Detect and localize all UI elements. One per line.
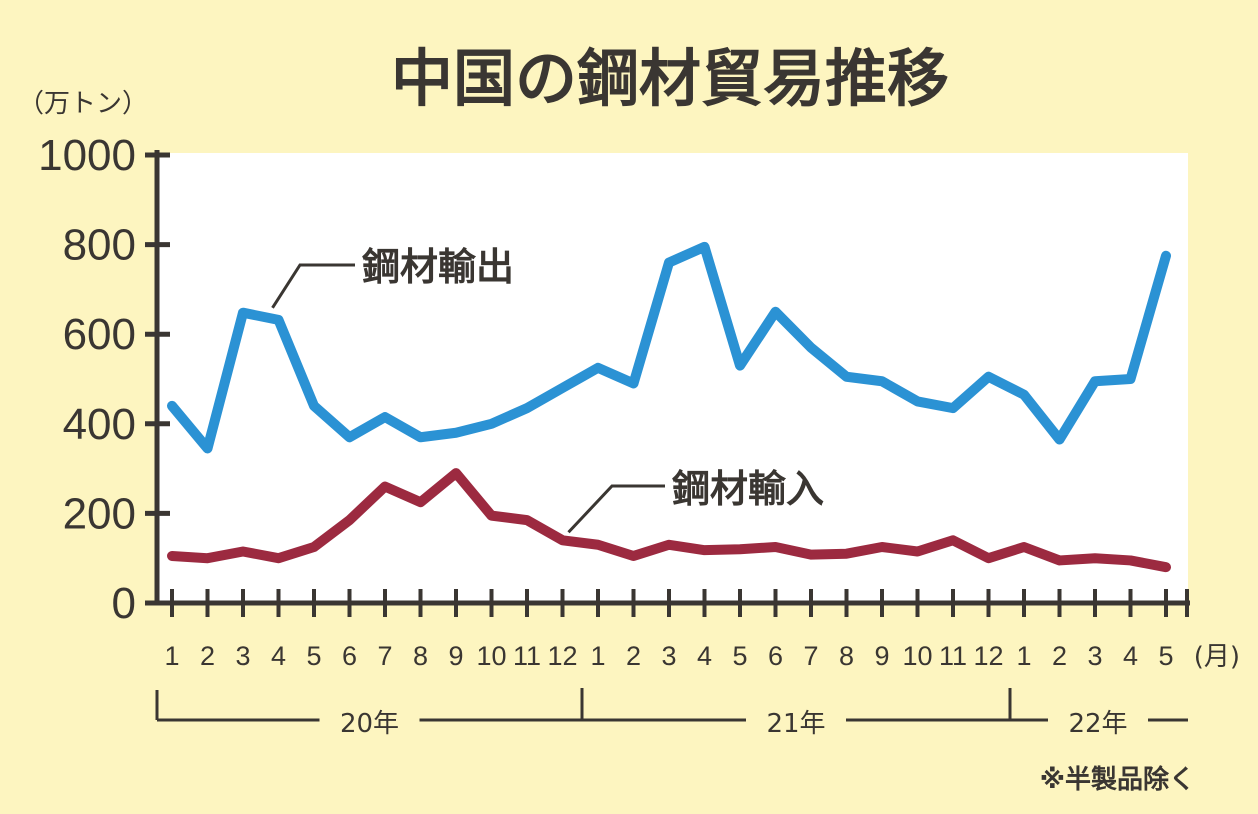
x-axis-unit: (月) xyxy=(1194,642,1240,672)
y-tick-label: 800 xyxy=(63,221,136,270)
x-tick-label: 12 xyxy=(547,641,577,671)
x-tick-label: 10 xyxy=(476,641,506,671)
x-tick-label: 5 xyxy=(1158,641,1173,671)
x-tick-label: 3 xyxy=(1087,641,1102,671)
x-tick-label: 1 xyxy=(590,641,605,671)
x-tick-label: 4 xyxy=(1123,641,1138,671)
x-tick-label: 11 xyxy=(513,641,541,671)
export-label: 鋼材輸出 xyxy=(362,245,514,289)
y-axis-unit: （万トン） xyxy=(18,89,148,119)
year-label: 22年 xyxy=(1068,709,1127,739)
footnote: ※半製品除く xyxy=(1040,764,1195,795)
x-tick-label: 1 xyxy=(1016,641,1031,671)
y-tick-label: 0 xyxy=(112,579,136,628)
x-tick-label: 9 xyxy=(448,641,463,671)
x-tick-label: 6 xyxy=(342,641,357,671)
year-label: 20年 xyxy=(340,709,399,739)
y-tick-label: 200 xyxy=(63,489,136,538)
plot-area xyxy=(157,153,1188,603)
x-tick-label: 7 xyxy=(803,641,818,671)
x-tick-label: 5 xyxy=(732,641,747,671)
x-axis: 1 2 3 4 5 6 7 8 9 10 11 12 1 2 3 4 5 6 7 8 9 10 11 12 1 2 3 4 5 xyxy=(155,589,1190,671)
chart-title: 中国の鋼材貿易推移 xyxy=(391,42,949,115)
x-tick-label: 8 xyxy=(839,641,854,671)
x-tick-label: 2 xyxy=(626,641,641,671)
x-tick-label: 1 xyxy=(164,641,179,671)
x-tick-label: 3 xyxy=(661,641,676,671)
y-tick-label: 400 xyxy=(63,400,136,449)
x-tick-label: 8 xyxy=(413,641,428,671)
x-tick-label: 5 xyxy=(306,641,321,671)
x-tick-label: 6 xyxy=(768,641,783,671)
x-tick-label: 11 xyxy=(939,641,967,671)
x-tick-label: 9 xyxy=(874,641,889,671)
year-groups: 20年 21年 22年 xyxy=(155,688,1188,739)
y-tick-label: 600 xyxy=(63,310,136,359)
x-tick-label: 2 xyxy=(1052,641,1067,671)
year-label: 21年 xyxy=(766,709,825,739)
x-tick-label: 3 xyxy=(235,641,250,671)
export-leader-line xyxy=(271,263,355,309)
x-tick-label: 10 xyxy=(902,641,932,671)
y-tick-label: 1000 xyxy=(38,131,136,180)
x-tick-label: 7 xyxy=(377,641,392,671)
import-label: 鋼材輸入 xyxy=(672,467,824,511)
x-tick-label: 4 xyxy=(697,641,712,671)
x-tick-label: 2 xyxy=(200,641,215,671)
x-tick-label: 4 xyxy=(271,641,286,671)
x-tick-label: 12 xyxy=(973,641,1003,671)
import-leader-line xyxy=(567,484,665,534)
y-axis: 0 200 400 600 800 1000 xyxy=(38,131,170,628)
